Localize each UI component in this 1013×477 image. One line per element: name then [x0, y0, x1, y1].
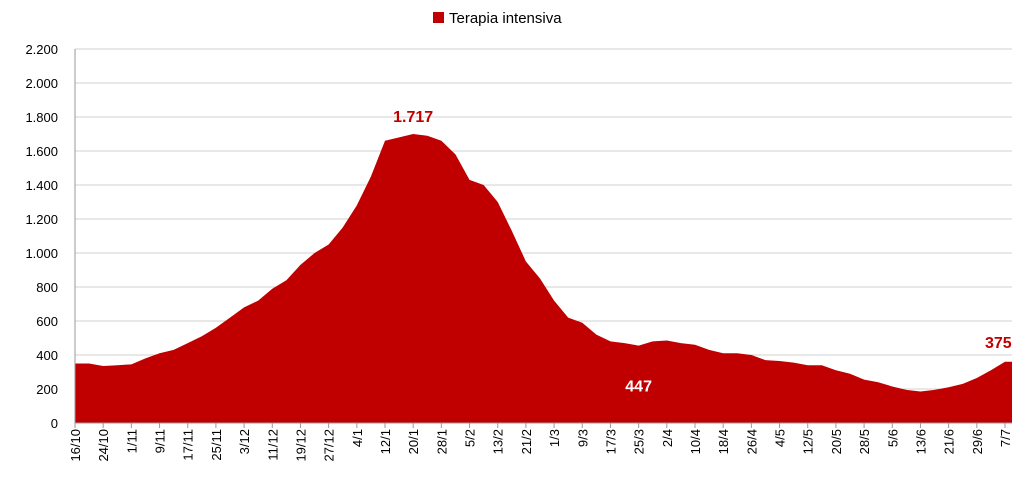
x-tick-label: 10/4	[688, 429, 703, 454]
x-tick-label: 2/4	[660, 429, 675, 447]
x-tick-label: 13/6	[913, 429, 928, 454]
x-tick-label: 17/3	[603, 429, 618, 454]
x-tick-label: 12/5	[801, 429, 816, 454]
x-tick-label: 4/5	[773, 429, 788, 447]
x-tick-label: 20/5	[829, 429, 844, 454]
x-tick-label: 21/6	[942, 429, 957, 454]
area	[75, 134, 1012, 423]
x-tick-label: 13/2	[491, 429, 506, 454]
x-tick-label: 1/3	[547, 429, 562, 447]
x-tick-label: 20/1	[406, 429, 421, 454]
y-tick-label: 600	[36, 314, 58, 329]
x-tick-label: 27/12	[322, 429, 337, 462]
x-tick-label: 17/11	[181, 429, 196, 461]
x-tick-label: 16/10	[68, 429, 83, 462]
x-tick-label: 21/2	[519, 429, 534, 454]
x-tick-label: 1/11	[124, 429, 139, 453]
x-tick-label: 12/1	[378, 429, 393, 454]
y-tick-label: 2.200	[25, 42, 58, 57]
x-tick-label: 25/3	[632, 429, 647, 454]
x-tick-label: 5/6	[885, 429, 900, 447]
x-tick-label: 5/2	[463, 429, 478, 447]
legend-label: Terapia intensiva	[449, 10, 562, 27]
x-tick-label: 18/4	[716, 429, 731, 454]
y-tick-label: 2.000	[25, 76, 58, 91]
legend-swatch	[433, 12, 444, 23]
y-tick-label: 1.200	[25, 212, 58, 227]
y-tick-label: 1.800	[25, 110, 58, 125]
y-tick-label: 200	[36, 382, 58, 397]
x-tick-label: 28/5	[857, 429, 872, 454]
y-tick-label: 1.000	[25, 246, 58, 261]
x-tick-label: 7/7	[998, 429, 1013, 447]
x-tick-label: 11/12	[265, 429, 280, 461]
x-tick-label: 28/1	[434, 429, 449, 454]
x-tick-label: 26/4	[744, 429, 759, 454]
x-tick-label: 3/12	[237, 429, 252, 454]
x-tick-label: 29/6	[970, 429, 985, 454]
annotation: 447	[625, 379, 652, 396]
x-tick-label: 19/12	[293, 429, 308, 462]
x-tick-label: 4/1	[350, 429, 365, 447]
annotation: 375	[985, 335, 1012, 352]
y-tick-label: 800	[36, 280, 58, 295]
x-tick-label: 25/11	[209, 429, 224, 461]
x-tick-label: 9/11	[153, 429, 168, 453]
x-tick-label: 9/3	[575, 429, 590, 447]
y-tick-label: 0	[51, 416, 58, 431]
y-tick-label: 400	[36, 348, 58, 363]
annotation: 1.717	[393, 109, 433, 126]
y-tick-label: 1.400	[25, 178, 58, 193]
y-tick-label: 1.600	[25, 144, 58, 159]
x-tick-label: 24/10	[96, 429, 111, 462]
